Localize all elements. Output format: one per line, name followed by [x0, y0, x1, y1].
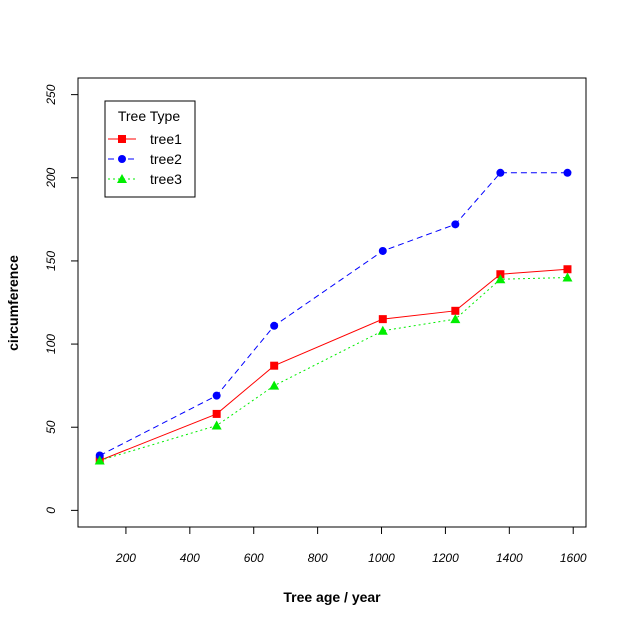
y-tick-label: 150: [44, 251, 58, 271]
tree1-point: [563, 265, 572, 274]
series-layer: [94, 168, 573, 465]
tree1-line: [99, 268, 568, 461]
tree2-point: [270, 321, 279, 330]
x-tick-label: 1000: [368, 551, 395, 565]
x-tick-label: 1400: [496, 551, 523, 565]
legend-marker: [117, 174, 127, 183]
legend-marker: [118, 155, 126, 163]
legend-label: tree1: [150, 131, 182, 147]
x-tick-label: 800: [308, 551, 328, 565]
series-tree3: [94, 272, 573, 465]
legend-title: Tree Type: [118, 108, 180, 124]
y-tick-label: 100: [44, 334, 58, 354]
tree3-point: [450, 314, 461, 324]
tree3-point: [269, 380, 280, 390]
legend-item-tree3: tree3: [108, 171, 182, 187]
tree1-point: [451, 306, 460, 315]
x-axis: 200 400 600 800 1000 1200 1400 1600: [115, 526, 587, 565]
x-axis-title: Tree age / year: [283, 589, 381, 605]
tree1-point: [212, 409, 221, 418]
series-tree2: [95, 168, 572, 460]
x-tick-label: 200: [115, 551, 136, 565]
x-tick-label: 1600: [560, 551, 587, 565]
tree1-point: [378, 315, 387, 324]
y-tick-label: 200: [44, 167, 58, 188]
tree2-point: [451, 220, 460, 229]
tree2-point: [496, 168, 505, 177]
legend-item-tree1: tree1: [108, 131, 182, 147]
y-tick-label: 50: [44, 420, 58, 434]
x-tick-label: 600: [244, 551, 264, 565]
tree3-point: [94, 455, 105, 465]
legend-items: tree1 tree2 tree3: [108, 131, 182, 187]
tree2-point: [212, 391, 221, 400]
legend-item-tree2: tree2: [108, 151, 182, 167]
tree3-point: [562, 272, 573, 282]
x-tick-label: 400: [180, 551, 200, 565]
series-tree1: [95, 265, 572, 465]
tree2-point: [563, 168, 572, 177]
legend-label: tree3: [150, 171, 182, 187]
legend: Tree Type tree1 tree2 tree3: [104, 100, 196, 198]
legend-label: tree2: [150, 151, 182, 167]
y-tick-label: 0: [44, 507, 58, 514]
y-axis: 0 50 100 150 200 250: [44, 84, 79, 514]
tree3-point: [495, 274, 506, 284]
y-axis-title: circumference: [5, 255, 21, 351]
tree3-point: [377, 325, 388, 335]
tree1-point: [270, 361, 279, 370]
tree2-line: [99, 172, 568, 456]
tree3-point: [211, 420, 222, 430]
tree2-point: [378, 246, 387, 255]
y-tick-label: 250: [44, 84, 58, 105]
legend-marker: [118, 135, 126, 143]
x-tick-label: 1200: [432, 551, 459, 565]
